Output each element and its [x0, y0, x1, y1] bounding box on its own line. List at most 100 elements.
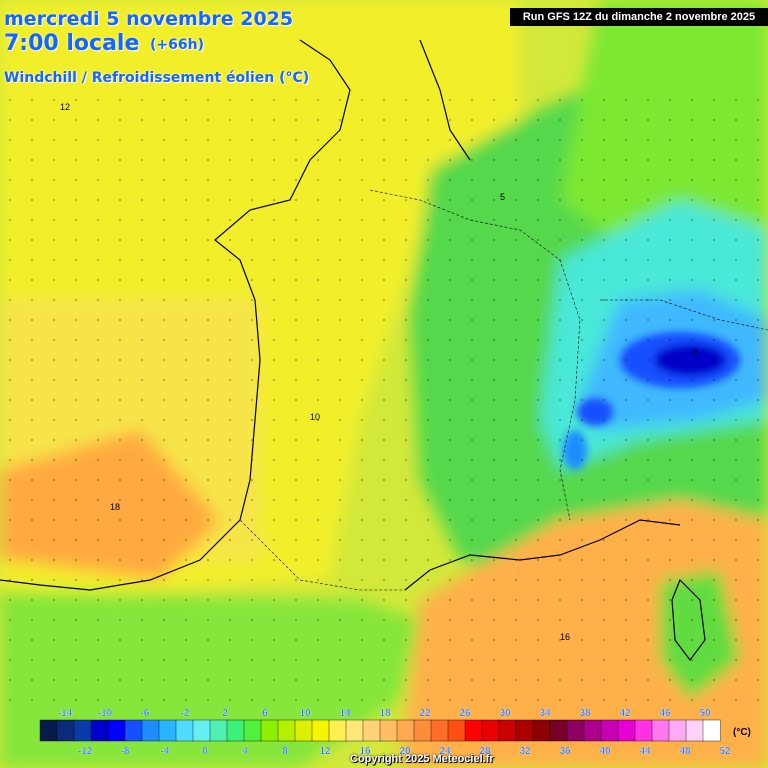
- grid-point: [603, 439, 605, 441]
- grid-point: [669, 479, 671, 481]
- grid-point: [141, 299, 143, 301]
- grid-point: [141, 619, 143, 621]
- grid-point: [163, 599, 165, 601]
- grid-point: [229, 579, 231, 581]
- grid-point: [625, 699, 627, 701]
- legend-label-bottom: 4: [242, 746, 248, 757]
- legend-label-top: 42: [619, 708, 631, 719]
- legend-label-top: 30: [499, 708, 511, 719]
- grid-point: [735, 659, 737, 661]
- grid-point: [757, 279, 759, 281]
- grid-point: [515, 199, 517, 201]
- legend-swatch: [532, 719, 551, 742]
- grid-point: [273, 439, 275, 441]
- grid-point: [185, 319, 187, 321]
- grid-point: [229, 239, 231, 241]
- grid-point: [493, 399, 495, 401]
- grid-point: [9, 639, 11, 641]
- grid-point: [97, 639, 99, 641]
- grid-point: [295, 519, 297, 521]
- grid-point: [361, 519, 363, 521]
- grid-point: [53, 219, 55, 221]
- grid-point: [669, 159, 671, 161]
- grid-point: [647, 419, 649, 421]
- legend-label-top: -2: [181, 708, 190, 719]
- grid-point: [625, 559, 627, 561]
- grid-point: [735, 699, 737, 701]
- legend-swatch: [549, 719, 568, 742]
- grid-point: [31, 559, 33, 561]
- grid-point: [273, 519, 275, 521]
- grid-point: [757, 439, 759, 441]
- grid-point: [163, 679, 165, 681]
- grid-point: [339, 259, 341, 261]
- grid-point: [97, 279, 99, 281]
- grid-point: [603, 159, 605, 161]
- legend-label-bottom: -4: [161, 746, 170, 757]
- grid-point: [471, 519, 473, 521]
- legend-swatch: [226, 719, 245, 742]
- grid-point: [295, 299, 297, 301]
- grid-point: [339, 599, 341, 601]
- grid-point: [625, 139, 627, 141]
- grid-point: [273, 559, 275, 561]
- grid-point: [405, 559, 407, 561]
- grid-point: [97, 379, 99, 381]
- grid-point: [449, 119, 451, 121]
- grid-point: [9, 479, 11, 481]
- grid-point: [75, 219, 77, 221]
- grid-point: [405, 619, 407, 621]
- coastlines: [0, 39, 706, 661]
- legend-label-bottom: 36: [559, 746, 571, 757]
- grid-point: [53, 299, 55, 301]
- grid-point: [735, 139, 737, 141]
- grid-point: [559, 399, 561, 401]
- grid-point: [229, 179, 231, 181]
- grid-point: [53, 319, 55, 321]
- grid-point: [449, 279, 451, 281]
- grid-point: [31, 399, 33, 401]
- grid-point: [141, 539, 143, 541]
- grid-point: [559, 299, 561, 301]
- grid-point: [449, 659, 451, 661]
- grid-point: [163, 419, 165, 421]
- grid-point: [515, 259, 517, 261]
- grid-point: [97, 159, 99, 161]
- grid-point: [383, 179, 385, 181]
- grid-point: [471, 159, 473, 161]
- grid-point: [361, 699, 363, 701]
- grid-point: [691, 99, 693, 101]
- grid-point: [647, 539, 649, 541]
- grid-point: [295, 259, 297, 261]
- grid-point: [471, 259, 473, 261]
- grid-point: [361, 479, 363, 481]
- grid-point: [449, 539, 451, 541]
- grid-point: [273, 659, 275, 661]
- grid-point: [119, 319, 121, 321]
- grid-point: [493, 139, 495, 141]
- grid-point: [691, 399, 693, 401]
- grid-point: [295, 379, 297, 381]
- grid-point: [53, 419, 55, 421]
- grid-point: [119, 119, 121, 121]
- grid-point: [669, 259, 671, 261]
- grid-point: [185, 419, 187, 421]
- grid-point: [471, 359, 473, 361]
- grid-point: [449, 99, 451, 101]
- grid-point: [53, 379, 55, 381]
- grid-point: [119, 279, 121, 281]
- grid-point: [185, 159, 187, 161]
- grid-point: [713, 339, 715, 341]
- grid-point: [735, 579, 737, 581]
- grid-point: [625, 179, 627, 181]
- grid-point: [295, 459, 297, 461]
- grid-point: [75, 599, 77, 601]
- grid-point: [273, 279, 275, 281]
- grid-point: [625, 99, 627, 101]
- grid-point: [581, 279, 583, 281]
- grid-point: [317, 499, 319, 501]
- grid-point: [581, 479, 583, 481]
- grid-point: [757, 259, 759, 261]
- grid-point: [383, 99, 385, 101]
- grid-point: [691, 479, 693, 481]
